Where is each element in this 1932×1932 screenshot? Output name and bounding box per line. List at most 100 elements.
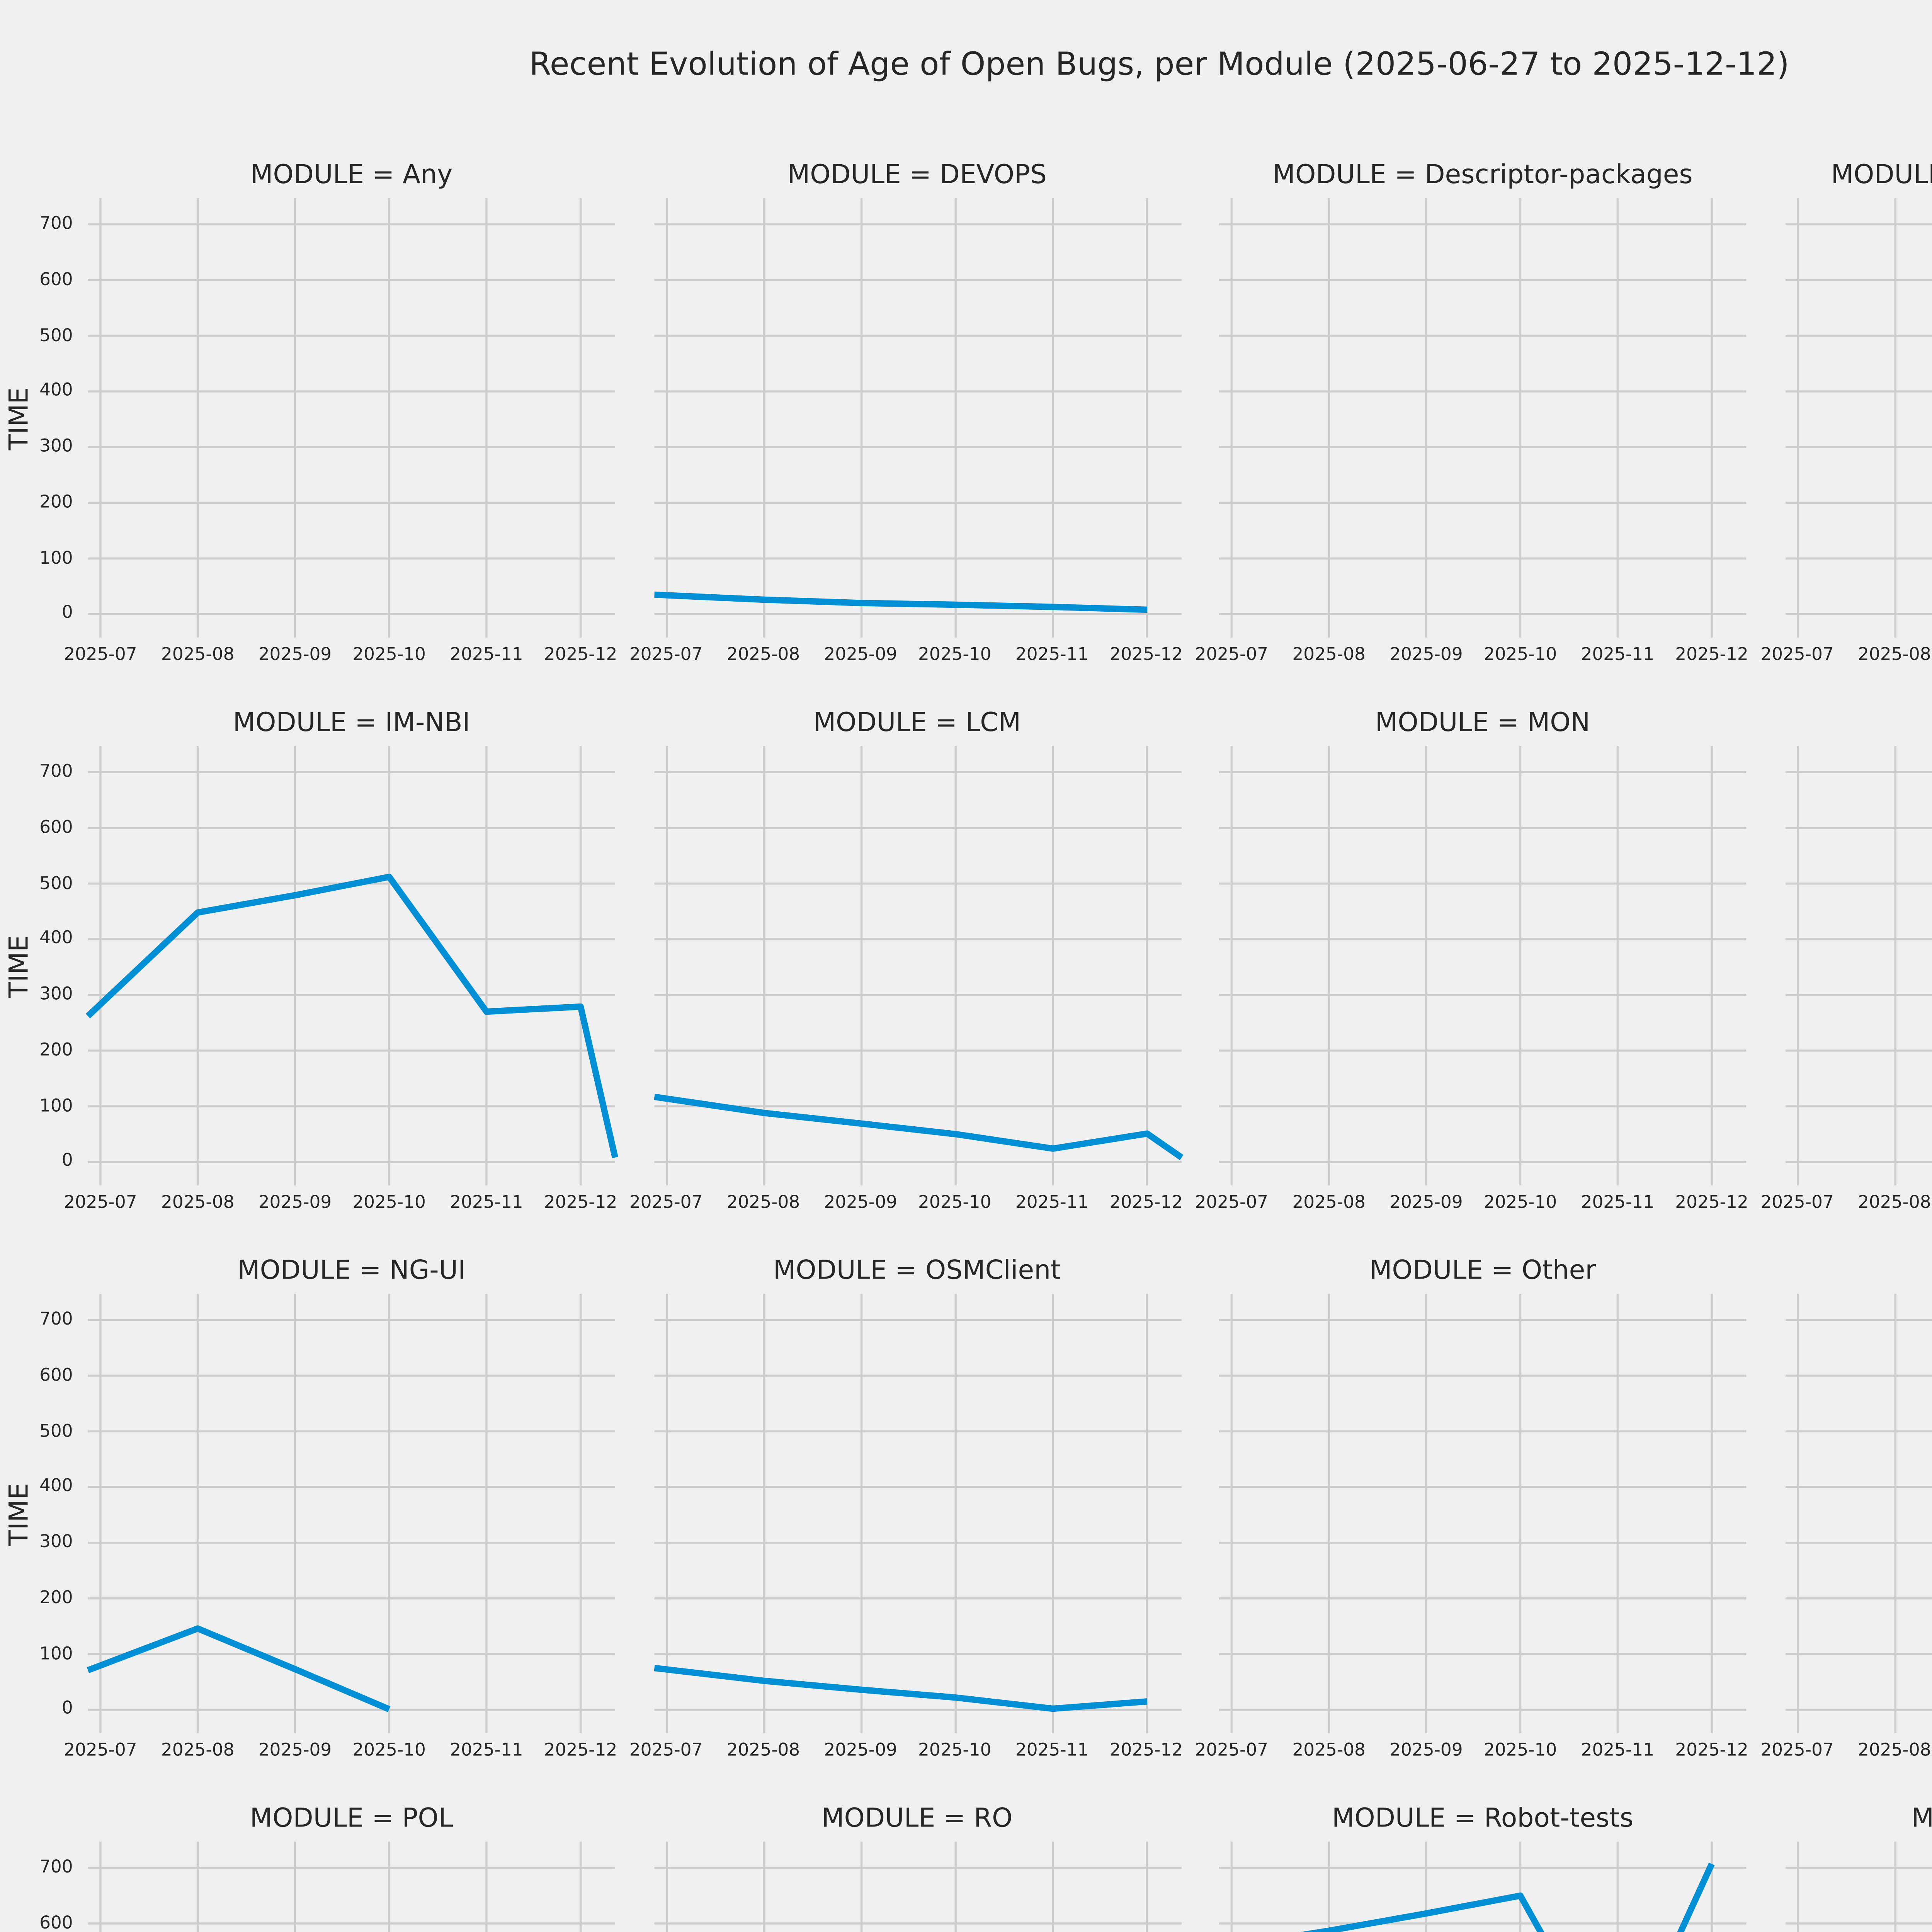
chart-svg: [1784, 1294, 1932, 1733]
x-tick-label: 2025-08: [726, 1193, 800, 1214]
y-tick-label: 100: [39, 1096, 73, 1117]
x-tick-label: 2025-07: [1195, 645, 1269, 666]
chart-svg: [1784, 1842, 1932, 1932]
y-tick-label: 200: [39, 1588, 73, 1609]
y-tick-label: 0: [61, 604, 73, 625]
x-tick-label: 2025-09: [258, 1193, 332, 1214]
x-tick-label: 2025-12: [1109, 645, 1183, 666]
x-tick-label: 2025-09: [824, 645, 897, 666]
x-tick-label: 2025-07: [64, 1740, 137, 1762]
chart-svg: [1784, 746, 1932, 1185]
grid-lines: [1784, 1842, 1932, 1932]
subplot-title: MODULE = DEVOPS: [787, 161, 1047, 191]
series-line: [85, 874, 618, 1158]
subplot-lcm: MODULE = LCM 2025-07 2025-08 2025-09 2025-10…: [629, 705, 1183, 1213]
x-tick-label: 2025-12: [544, 1740, 617, 1762]
x-tick-label: 2025-07: [1760, 1193, 1834, 1214]
y-tick-label: 700: [39, 1310, 73, 1330]
grid-lines: [653, 1294, 1181, 1733]
chart-svg: [1784, 198, 1932, 638]
x-tick-label: 2025-08: [726, 645, 800, 666]
x-tick-label: 2025-09: [824, 1740, 897, 1762]
chart-svg: [87, 1294, 615, 1733]
y-tick-label: 300: [39, 985, 73, 1005]
x-tick-label: 2025-10: [918, 645, 992, 666]
grid-lines: [88, 746, 615, 1185]
x-tick-label: 2025-08: [1858, 645, 1931, 666]
grid-lines: [1219, 746, 1747, 1185]
subplot-title: MODULE = RO: [821, 1804, 1013, 1834]
series-line: [653, 591, 1146, 613]
y-tick-label: 700: [39, 762, 73, 783]
chart-svg: [1219, 746, 1747, 1185]
subplot-ng-ui: MODULE = NG-UI 2025-07 2025-08 2025-09 2025-…: [6, 1253, 617, 1761]
x-tick-label: 2025-07: [629, 1193, 703, 1214]
series-line: [1300, 1862, 1715, 1932]
chart-svg: [88, 1842, 615, 1932]
grid-lines: [88, 1294, 615, 1733]
plot-area: 2025-072025-082025-092025-102025-112025-…: [1760, 746, 1932, 1213]
grid-lines: [1784, 1294, 1932, 1733]
plot-area: 2025-07 2025-08 2025-09 2025-10 2025-11 2025-…: [1195, 198, 1748, 666]
subplot-title: MODULE = POL: [250, 1804, 453, 1834]
subplot-title: MODULE = Robot-tests: [1332, 1804, 1634, 1834]
subplot-grid: MODULE = Any 2025-07 2025-08 2025-09 2025-10…: [6, 157, 1932, 1932]
grid-lines: [1219, 1294, 1747, 1733]
x-tick-label: 2025-10: [352, 1740, 426, 1762]
subplot-title: MODULE = IM-NBI: [233, 708, 470, 739]
y-tick-label: 300: [39, 437, 73, 457]
subplot-robot-tests: MODULE = Robot-tests 2025-072025-082025-0…: [1219, 1801, 1747, 1932]
subplot-title: MODULE = LCM: [813, 708, 1021, 739]
series-line: [653, 1665, 1146, 1712]
x-tick-label: 2025-10: [1483, 1740, 1557, 1762]
y-axis-label: TIME: [0, 746, 45, 1185]
x-tick-label: 2025-11: [1581, 645, 1655, 666]
subplot-title: MODULE = NG-UI: [237, 1256, 466, 1287]
y-tick-label: 500: [39, 873, 73, 894]
x-tick-label: 2025-10: [352, 645, 426, 666]
y-tick-label: 400: [39, 1476, 73, 1498]
x-tick-label: 2025-08: [1292, 645, 1366, 666]
y-tick-label: 600: [39, 1913, 73, 1932]
subplot-title: MODULE = Any: [250, 161, 453, 191]
plot-area: 2025-072025-082025-092025-102025-112025-…: [39, 1842, 615, 1932]
x-tick-label: 2025-10: [1483, 645, 1557, 666]
x-tick-label: 2025-10: [1483, 1193, 1557, 1214]
y-tick-label: 700: [39, 1857, 73, 1878]
subplot-ro: MODULE = RO 2025-072025-082025-092025-102…: [653, 1801, 1181, 1932]
x-tick-label: 2025-07: [1195, 1740, 1269, 1762]
y-axis-label-text: TIME: [5, 934, 36, 997]
y-tick-label: 0: [61, 1699, 73, 1720]
subplot-n2vc: MODULE = N2VC2025-072025-082025-092025-1…: [1760, 705, 1932, 1213]
x-tick-label: 2025-11: [450, 645, 523, 666]
plot-area: 2025-072025-082025-092025-102025-112025-…: [1760, 198, 1932, 666]
x-tick-label: 2025-07: [1760, 1740, 1834, 1762]
x-tick-label: 2025-10: [918, 1740, 992, 1762]
subplot-any: MODULE = Any 2025-07 2025-08 2025-09 2025-10…: [6, 157, 617, 666]
y-tick-label: 600: [39, 817, 73, 838]
grid-lines: [1784, 198, 1932, 638]
x-tick-label: 2025-07: [1760, 645, 1834, 666]
subplot-osmclient: MODULE = OSMClient 2025-07 2025-08 2025-09 2…: [629, 1253, 1183, 1761]
x-tick-label: 2025-09: [1389, 1193, 1463, 1214]
y-tick-label: 300: [39, 1532, 73, 1553]
y-tick-label: 400: [39, 381, 73, 402]
x-tick-label: 2025-08: [161, 1740, 235, 1762]
x-tick-label: 2025-09: [1389, 645, 1463, 666]
x-tick-label: 2025-08: [1858, 1193, 1931, 1214]
grid-lines: [653, 198, 1181, 638]
y-axis-label-text: TIME: [5, 1482, 36, 1545]
chart-svg: [85, 746, 618, 1185]
plot-area: 2025-072025-082025-092025-102025-112025-…: [653, 1842, 1181, 1932]
x-tick-label: 2025-12: [544, 645, 617, 666]
grid-lines: [88, 198, 615, 638]
grid-lines: [88, 1842, 615, 1932]
subplot-title: MODULE = MON: [1375, 708, 1590, 739]
x-tick-label: 2025-12: [1109, 1193, 1183, 1214]
subplot-title: MODULE = N2VC: [1785, 705, 1932, 742]
x-tick-label: 2025-12: [1675, 645, 1748, 666]
